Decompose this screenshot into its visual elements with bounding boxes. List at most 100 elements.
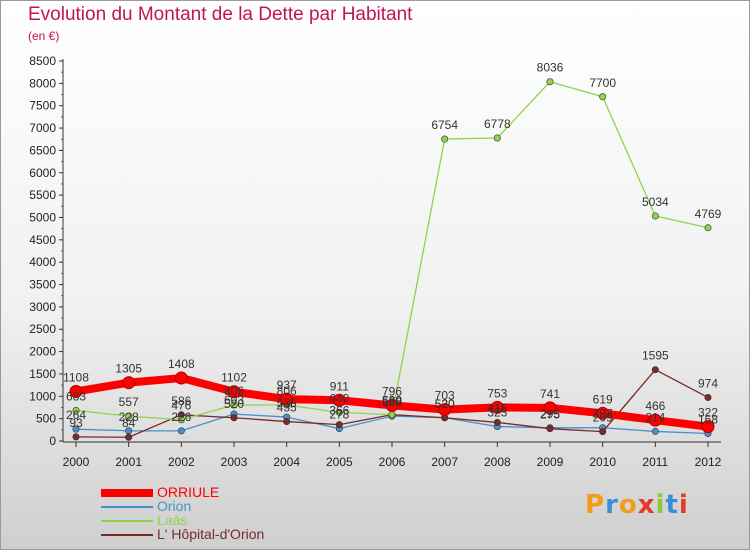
y-tick-label: 5000 bbox=[29, 210, 56, 224]
data-label: 466 bbox=[645, 399, 665, 413]
logo-letter: i bbox=[678, 490, 689, 520]
data-point bbox=[490, 400, 504, 414]
data-point bbox=[651, 212, 659, 220]
data-point bbox=[177, 416, 185, 424]
data-label: 4769 bbox=[695, 207, 722, 221]
data-point bbox=[493, 134, 501, 142]
y-tick-label: 6500 bbox=[29, 143, 56, 157]
legend-label: L' Hôpital-d'Orion bbox=[157, 526, 265, 542]
data-point bbox=[546, 425, 554, 433]
data-point bbox=[332, 393, 346, 407]
data-label: 323 bbox=[487, 406, 507, 420]
data-point bbox=[125, 433, 133, 441]
x-tick-label: 2006 bbox=[379, 455, 406, 469]
data-label: 84 bbox=[122, 416, 136, 430]
y-tick-label: 7000 bbox=[29, 121, 56, 135]
legend-label: Laàs bbox=[157, 512, 188, 528]
y-tick-label: 4000 bbox=[29, 255, 56, 269]
data-label: 520 bbox=[435, 397, 455, 411]
data-label: 435 bbox=[277, 401, 297, 415]
data-point bbox=[280, 392, 294, 406]
data-point bbox=[177, 427, 185, 435]
logo-letter: x bbox=[637, 490, 656, 520]
data-label: 1108 bbox=[63, 370, 89, 384]
data-point bbox=[385, 398, 399, 412]
x-tick-label: 2011 bbox=[642, 455, 668, 469]
data-point bbox=[704, 393, 712, 401]
y-tick-label: 5500 bbox=[29, 188, 56, 202]
data-point bbox=[72, 433, 80, 441]
data-label: 7700 bbox=[589, 76, 616, 90]
logo-letter: P bbox=[585, 490, 606, 520]
data-label: 6778 bbox=[484, 117, 511, 131]
data-point bbox=[283, 418, 291, 426]
data-point bbox=[230, 414, 238, 422]
data-label: 226 bbox=[171, 410, 191, 424]
legend-item: Orion bbox=[101, 499, 361, 513]
y-tick-label: 2500 bbox=[29, 322, 56, 336]
data-label: 1102 bbox=[221, 371, 247, 385]
data-point bbox=[599, 93, 607, 101]
data-label: 214 bbox=[645, 410, 665, 424]
y-tick-label: 500 bbox=[36, 412, 56, 426]
x-tick-label: 2009 bbox=[537, 455, 564, 469]
data-label: 6754 bbox=[431, 118, 458, 132]
data-label: 278 bbox=[329, 408, 349, 422]
data-label: 209 bbox=[593, 411, 613, 425]
y-tick-label: 6000 bbox=[29, 166, 56, 180]
x-tick-label: 2012 bbox=[695, 455, 722, 469]
data-point bbox=[438, 403, 452, 417]
y-tick-label: 1500 bbox=[29, 367, 56, 381]
legend-item: L' Hôpital-d'Orion bbox=[101, 527, 361, 541]
y-tick-label: 8000 bbox=[29, 76, 56, 90]
data-label: 603 bbox=[224, 393, 244, 407]
x-tick-label: 2004 bbox=[273, 455, 300, 469]
data-label: 520 bbox=[224, 397, 244, 411]
data-point bbox=[596, 406, 610, 420]
data-label: 535 bbox=[277, 396, 297, 410]
data-point bbox=[651, 366, 659, 374]
y-tick-label: 3500 bbox=[29, 278, 56, 292]
data-point bbox=[335, 408, 343, 416]
x-tick-label: 2005 bbox=[326, 455, 353, 469]
x-tick-label: 2003 bbox=[221, 455, 248, 469]
data-point bbox=[493, 418, 501, 426]
x-tick-label: 2002 bbox=[168, 455, 195, 469]
data-label: 556 bbox=[382, 395, 402, 409]
logo-letter: t bbox=[665, 490, 679, 520]
data-label: 297 bbox=[593, 407, 613, 421]
x-tick-label: 2000 bbox=[63, 455, 90, 469]
data-label: 640 bbox=[329, 391, 349, 405]
logo-letter: r bbox=[605, 490, 619, 520]
data-label: 753 bbox=[487, 386, 507, 400]
data-label: 415 bbox=[487, 401, 507, 415]
proxiti-logo: Proxiti bbox=[585, 490, 689, 520]
y-tick-label: 3000 bbox=[29, 300, 56, 314]
data-point bbox=[704, 224, 712, 232]
data-point bbox=[230, 401, 238, 409]
x-tick-label: 2007 bbox=[431, 455, 458, 469]
data-label: 806 bbox=[224, 384, 244, 398]
legend-swatch bbox=[101, 489, 153, 497]
data-point bbox=[69, 384, 83, 398]
data-label: 295 bbox=[540, 407, 560, 421]
data-point bbox=[227, 385, 241, 399]
y-tick-label: 7500 bbox=[29, 99, 56, 113]
data-label: 93 bbox=[69, 416, 83, 430]
legend-item: Laàs bbox=[101, 513, 361, 527]
data-label: 228 bbox=[119, 410, 139, 424]
data-label: 366 bbox=[329, 404, 349, 418]
data-label: 589 bbox=[382, 394, 402, 408]
data-point bbox=[72, 406, 80, 414]
data-label: 275 bbox=[540, 408, 560, 422]
legend-label: ORRIULE bbox=[157, 484, 220, 500]
data-point bbox=[122, 376, 136, 390]
data-label: 557 bbox=[119, 395, 139, 409]
data-point bbox=[599, 428, 607, 436]
data-label: 1305 bbox=[115, 362, 142, 376]
y-tick-label: 4500 bbox=[29, 233, 56, 247]
data-label: 5034 bbox=[642, 195, 669, 209]
chart-subtitle: (en €) bbox=[28, 29, 60, 43]
